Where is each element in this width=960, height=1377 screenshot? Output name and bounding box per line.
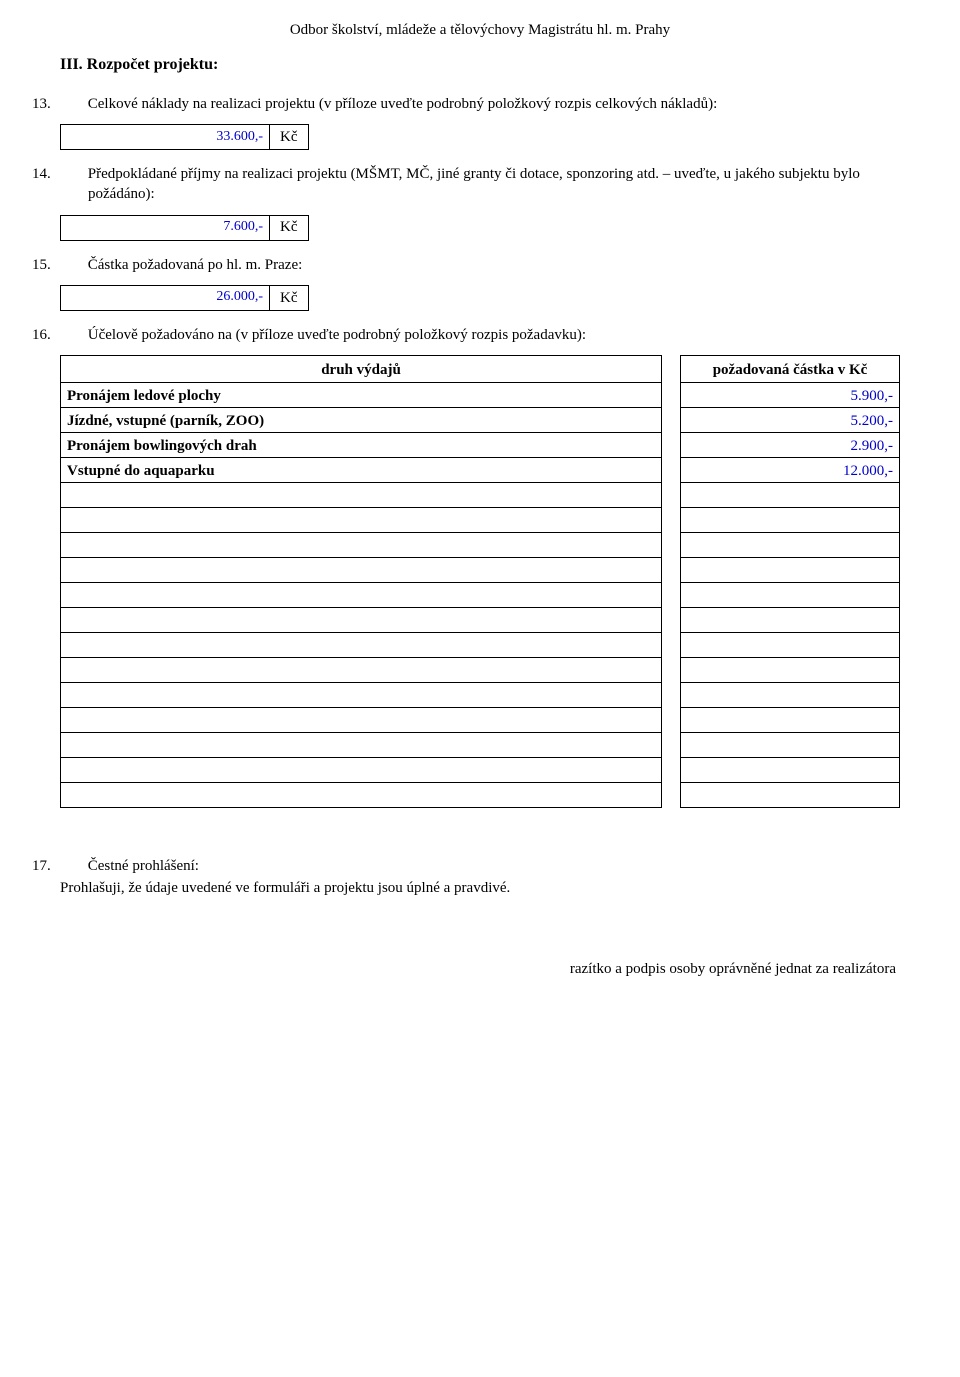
table-row-amount[interactable] [680, 783, 900, 808]
table-row-label[interactable] [60, 733, 662, 758]
question-14-number: 14. [60, 164, 84, 184]
question-17: 17. Čestné prohlášení: [60, 856, 900, 876]
expenses-table: druh výdajů Pronájem ledové plochyJízdné… [60, 355, 900, 808]
q13-value-row: 33.600,- Kč [60, 124, 900, 150]
table-row-amount[interactable]: 5.900,- [680, 383, 900, 408]
table-row-label[interactable]: Vstupné do aquaparku [60, 458, 662, 483]
table-row-label[interactable] [60, 758, 662, 783]
table-row-label[interactable] [60, 708, 662, 733]
expenses-header-type: druh výdajů [60, 355, 662, 383]
q13-unit: Kč [270, 124, 309, 150]
table-row-label[interactable] [60, 533, 662, 558]
question-17-title: Čestné prohlášení: [88, 858, 199, 874]
expenses-column-amount: požadovaná částka v Kč 5.900,-5.200,-2.9… [680, 355, 900, 808]
q14-unit: Kč [270, 215, 309, 241]
question-16-text: Účelově požadováno na (v příloze uveďte … [88, 327, 586, 343]
expenses-column-type: druh výdajů Pronájem ledové plochyJízdné… [60, 355, 662, 808]
expenses-header-amount: požadovaná částka v Kč [680, 355, 900, 383]
table-row-amount[interactable]: 2.900,- [680, 433, 900, 458]
table-row-label[interactable] [60, 558, 662, 583]
table-row-amount[interactable] [680, 508, 900, 533]
table-row-amount[interactable]: 12.000,- [680, 458, 900, 483]
table-row-amount[interactable] [680, 558, 900, 583]
table-row-label[interactable] [60, 783, 662, 808]
table-row-amount[interactable] [680, 533, 900, 558]
question-16-number: 16. [60, 325, 84, 345]
q15-value[interactable]: 26.000,- [60, 285, 270, 311]
table-row-label[interactable] [60, 608, 662, 633]
q13-value[interactable]: 33.600,- [60, 124, 270, 150]
table-row-label[interactable]: Pronájem bowlingových drah [60, 433, 662, 458]
question-17-number: 17. [60, 856, 84, 876]
table-row-amount[interactable] [680, 708, 900, 733]
table-row-amount[interactable] [680, 683, 900, 708]
table-row-amount[interactable] [680, 583, 900, 608]
table-row-amount[interactable] [680, 633, 900, 658]
question-15: 15. Částka požadovaná po hl. m. Praze: [60, 255, 900, 275]
q14-value[interactable]: 7.600,- [60, 215, 270, 241]
question-16: 16. Účelově požadováno na (v příloze uve… [60, 325, 900, 345]
table-row-label[interactable] [60, 658, 662, 683]
table-row-label[interactable]: Jízdné, vstupné (parník, ZOO) [60, 408, 662, 433]
q15-unit: Kč [270, 285, 309, 311]
q14-value-row: 7.600,- Kč [60, 215, 900, 241]
table-row-amount[interactable] [680, 608, 900, 633]
table-row-amount[interactable]: 5.200,- [680, 408, 900, 433]
declaration-section: 17. Čestné prohlášení: Prohlašuji, že úd… [60, 856, 900, 899]
table-row-amount[interactable] [680, 758, 900, 783]
question-14-text: Předpokládané příjmy na realizaci projek… [88, 166, 860, 202]
question-15-number: 15. [60, 255, 84, 275]
table-row-label[interactable]: Pronájem ledové plochy [60, 383, 662, 408]
question-15-text: Částka požadovaná po hl. m. Praze: [88, 257, 303, 273]
table-row-label[interactable] [60, 633, 662, 658]
table-row-amount[interactable] [680, 733, 900, 758]
table-row-label[interactable] [60, 483, 662, 508]
declaration-body: Prohlašuji, že údaje uvedené ve formulář… [60, 878, 900, 898]
table-row-label[interactable] [60, 683, 662, 708]
section-title: III. Rozpočet projektu: [60, 54, 900, 76]
question-13-text: Celkové náklady na realizaci projektu (v… [88, 96, 718, 112]
question-13-number: 13. [60, 94, 84, 114]
question-14: 14. Předpokládané příjmy na realizaci pr… [60, 164, 900, 205]
table-row-amount[interactable] [680, 483, 900, 508]
signature-line: razítko a podpis osoby oprávněné jednat … [60, 959, 900, 979]
q15-value-row: 26.000,- Kč [60, 285, 900, 311]
department-header: Odbor školství, mládeže a tělovýchovy Ma… [60, 20, 900, 40]
question-13: 13. Celkové náklady na realizaci projekt… [60, 94, 900, 114]
table-row-amount[interactable] [680, 658, 900, 683]
table-row-label[interactable] [60, 583, 662, 608]
table-row-label[interactable] [60, 508, 662, 533]
